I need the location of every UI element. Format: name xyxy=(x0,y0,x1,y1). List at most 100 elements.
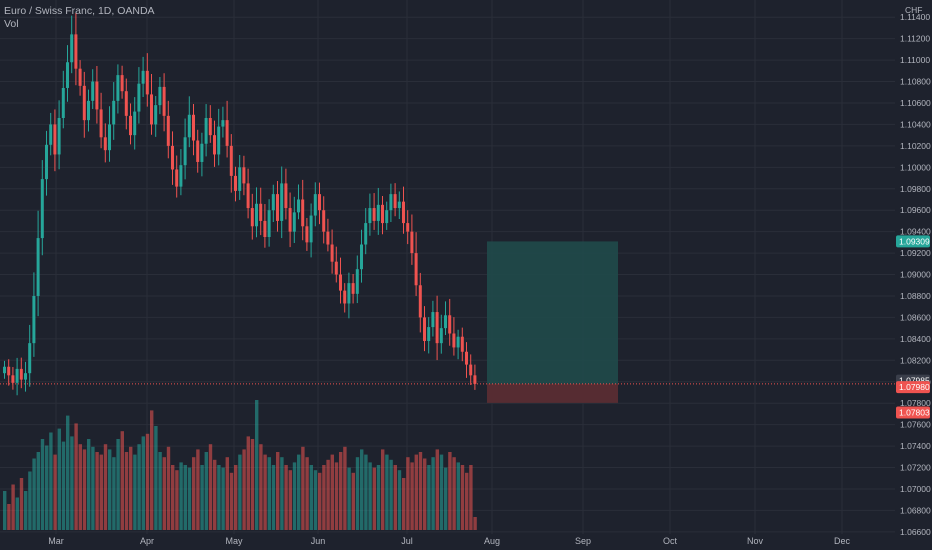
volume-bar xyxy=(99,454,103,530)
candle-body xyxy=(99,109,103,138)
volume-bar xyxy=(78,444,82,530)
candle-body xyxy=(385,210,389,224)
profit-zone[interactable] xyxy=(487,241,618,384)
month-tick: Nov xyxy=(747,536,764,546)
candle-body xyxy=(439,328,443,344)
volume-bar xyxy=(444,467,448,530)
volume-bar xyxy=(61,441,66,530)
volume-bar xyxy=(292,462,297,530)
candle-body xyxy=(196,140,200,162)
candle-body xyxy=(19,368,23,380)
candle-body xyxy=(141,70,145,84)
volume-bar xyxy=(192,457,196,530)
candle-body xyxy=(284,183,288,209)
candle-body xyxy=(393,194,397,209)
volume-bar xyxy=(465,472,469,530)
currency-label: CHF xyxy=(905,5,922,15)
price-tick: 1.08800 xyxy=(900,291,931,301)
volume-bar xyxy=(439,454,444,530)
candle-body xyxy=(166,115,170,146)
candle-body xyxy=(116,75,120,101)
volume-bar xyxy=(284,465,288,530)
candle-body xyxy=(263,220,267,238)
candle-body xyxy=(124,91,128,116)
candle-body xyxy=(120,75,124,92)
volume-bar xyxy=(179,462,183,530)
volume-bar xyxy=(414,454,418,530)
volume-bar xyxy=(213,459,217,530)
volume-bar xyxy=(246,436,250,530)
candle-body xyxy=(444,315,447,329)
time-axis[interactable]: Mar Apr May Jun Jul Aug Sep Oct Nov Dec xyxy=(48,536,850,546)
volume-bar xyxy=(53,454,57,530)
volume-bar xyxy=(364,454,368,530)
month-tick: Sep xyxy=(575,536,591,546)
volume-bar xyxy=(234,465,238,530)
volume-bar xyxy=(200,465,204,530)
candle-body xyxy=(213,135,216,155)
candle-body xyxy=(301,199,305,227)
candle-body xyxy=(175,169,179,187)
candle-body xyxy=(162,86,166,116)
candle-body xyxy=(234,175,237,191)
price-tick: 1.07200 xyxy=(900,463,931,473)
candle-body xyxy=(40,179,44,239)
volume-bar xyxy=(49,432,53,530)
symbol-title[interactable]: Euro / Swiss Franc, 1D, OANDA xyxy=(4,5,155,17)
volume-bar xyxy=(343,446,347,530)
candle-body xyxy=(246,183,250,209)
volume-bar xyxy=(175,470,179,530)
volume-bar xyxy=(57,428,61,530)
long-position-tool[interactable] xyxy=(487,241,618,403)
price-axis[interactable]: CHF 1.11400 1.11200 1.11000 1.10800 1.10600 1… xyxy=(900,5,931,537)
candle-body xyxy=(95,81,99,110)
volume-bar xyxy=(137,444,141,530)
candle-body xyxy=(3,366,6,374)
candle-body xyxy=(154,105,158,125)
candlestick-series[interactable] xyxy=(3,12,477,396)
candle-body xyxy=(57,118,61,155)
candle-body xyxy=(171,145,174,170)
candle-body xyxy=(343,290,347,304)
price-tick: 1.10000 xyxy=(900,162,931,172)
volume-bar xyxy=(423,458,427,530)
candle-body xyxy=(192,114,195,141)
volume-bar xyxy=(313,470,318,530)
price-tick: 1.09600 xyxy=(900,205,931,215)
loss-zone[interactable] xyxy=(487,383,618,403)
candle-body xyxy=(414,253,418,286)
candle-body xyxy=(376,204,380,221)
volume-bar xyxy=(288,470,292,530)
candle-body xyxy=(271,194,275,211)
price-tick: 1.08400 xyxy=(900,334,931,344)
price-tick: 1.06800 xyxy=(900,505,931,515)
volume-bar xyxy=(280,457,284,530)
volume-bar xyxy=(297,454,301,530)
stop-price-tag: 1.07803 xyxy=(899,408,930,418)
candle-body xyxy=(158,86,162,106)
candle-body xyxy=(238,167,242,191)
price-tick: 1.10800 xyxy=(900,77,931,87)
volume-bar xyxy=(368,462,372,530)
month-tick: Apr xyxy=(140,536,154,546)
candle-body xyxy=(334,261,338,275)
volume-bar xyxy=(82,449,87,530)
volume-bar xyxy=(255,400,259,530)
candle-body xyxy=(406,223,410,232)
price-tick: 1.11200 xyxy=(900,34,930,44)
volume-bar xyxy=(166,446,171,530)
candle-body xyxy=(229,145,233,176)
candle-body xyxy=(397,201,401,209)
volume-bar xyxy=(460,465,465,530)
price-tick: 1.06600 xyxy=(900,527,931,537)
volume-bar xyxy=(351,472,355,530)
candle-body xyxy=(305,226,309,243)
candle-body xyxy=(313,194,317,216)
candle-body xyxy=(381,204,384,224)
candle-body xyxy=(200,143,204,162)
volume-bar xyxy=(301,446,305,530)
volume-bar xyxy=(187,467,192,530)
volume-bar xyxy=(322,465,326,530)
volume-indicator-label[interactable]: Vol xyxy=(4,18,19,30)
